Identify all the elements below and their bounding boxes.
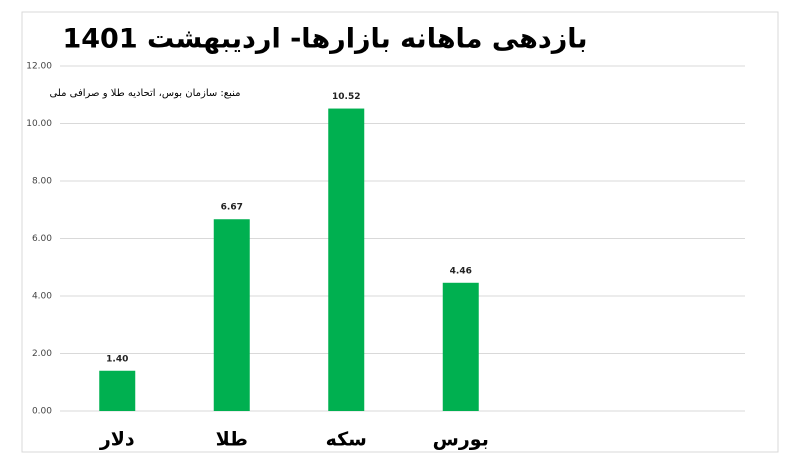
y-tick-label: 4.00 [32, 292, 52, 302]
bar [328, 108, 365, 412]
y-tick-label: 12.00 [26, 62, 52, 72]
y-tick-label: 8.00 [32, 177, 52, 187]
value-label: 6.67 [221, 203, 243, 213]
x-tick-label: بورس [433, 429, 489, 451]
x-tick-label: دلار [99, 429, 135, 451]
y-tick-label: 2.00 [32, 349, 52, 359]
value-label: 10.52 [332, 92, 360, 102]
bar [442, 282, 479, 411]
value-label: 1.40 [106, 354, 128, 364]
chart-title: بازدهی ماهانه بازارها- اردیبهشت 1401 [62, 24, 587, 55]
x-tick-label: سکه [326, 429, 367, 451]
y-tick-label: 6.00 [32, 234, 52, 244]
bar [99, 370, 136, 411]
y-tick-label: 0.00 [32, 407, 52, 417]
chart-frame [21, 11, 779, 453]
chart-subtitle: منبع: سازمان بوس، اتحادیه طلا و صرافی مل… [49, 88, 240, 99]
y-tick-label: 10.00 [26, 119, 52, 129]
x-tick-label: طلا [216, 429, 248, 451]
value-label: 4.46 [450, 266, 472, 276]
bar [213, 219, 250, 411]
